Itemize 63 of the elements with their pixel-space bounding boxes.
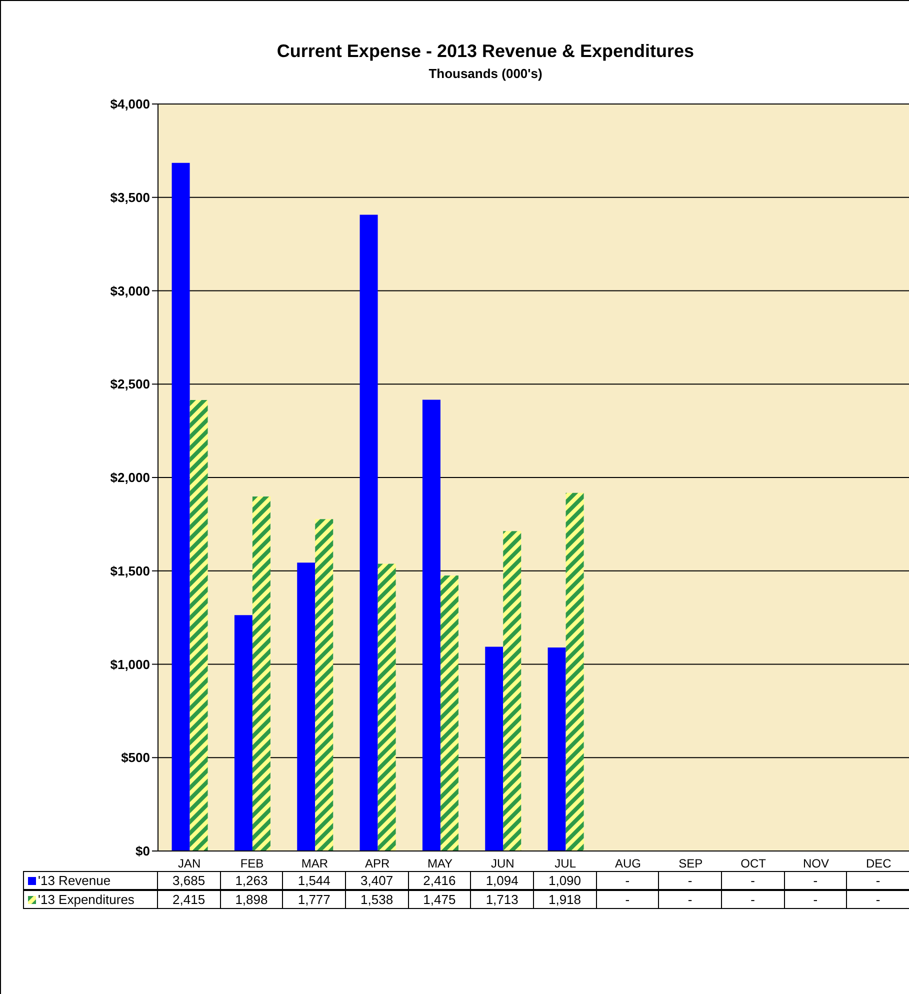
bar xyxy=(297,562,316,851)
legend-label: '13 Expenditures xyxy=(23,890,158,909)
data-label: 2,416 xyxy=(408,871,472,890)
data-label: 1,263 xyxy=(220,871,284,890)
bar xyxy=(252,496,270,851)
data-label: 2,415 xyxy=(158,890,221,909)
bar xyxy=(485,646,504,851)
x-tick-label: AUG xyxy=(614,856,642,871)
data-label: 3,407 xyxy=(346,871,409,890)
bar xyxy=(440,576,458,851)
bar xyxy=(566,492,584,851)
x-tick-label: SEP xyxy=(678,856,703,871)
chart-subtitle: Thousands (000's) xyxy=(428,66,544,81)
data-label: 1,918 xyxy=(534,890,597,909)
text: - xyxy=(876,892,880,907)
x-tick-label: FEB xyxy=(240,856,264,871)
data-label: 1,777 xyxy=(283,890,346,909)
text: - xyxy=(813,873,818,888)
text: - xyxy=(750,892,755,907)
y-tick-label: $1,500 xyxy=(110,563,150,578)
text: - xyxy=(688,873,692,888)
bar xyxy=(422,400,440,851)
bar xyxy=(315,519,334,851)
chart-title: Current Expense - 2013 Revenue & Expenditures xyxy=(276,41,696,62)
y-tick-label: $1,000 xyxy=(110,656,150,672)
y-tick-label: $3,500 xyxy=(110,190,150,205)
x-tick-label: MAR xyxy=(301,856,328,871)
bar xyxy=(360,214,378,851)
data-label: 1,090 xyxy=(534,871,597,890)
x-tick-label: JUL xyxy=(554,856,576,871)
data-label: 1,538 xyxy=(346,890,409,909)
bar xyxy=(378,564,396,851)
bar xyxy=(503,531,522,851)
text: - xyxy=(688,892,692,907)
data-label: 1,094 xyxy=(471,871,534,890)
x-tick-label: MAY xyxy=(427,856,453,871)
y-tick-label: $500 xyxy=(121,750,150,766)
x-tick-label: APR xyxy=(364,856,390,871)
text: - xyxy=(750,873,755,888)
bar xyxy=(172,162,190,851)
x-tick-label: DEC xyxy=(866,856,892,871)
data-label: 1,898 xyxy=(220,890,284,909)
text: - xyxy=(876,873,880,888)
y-tick-label: $4,000 xyxy=(110,96,150,112)
text: - xyxy=(625,873,630,888)
bar xyxy=(234,615,252,851)
x-tick-label: OCT xyxy=(740,856,767,871)
text: - xyxy=(625,892,630,907)
bar xyxy=(190,400,208,851)
text: - xyxy=(813,892,818,907)
data-label: 1,544 xyxy=(283,871,346,890)
x-tick-label: JAN xyxy=(178,856,201,871)
y-tick-label: $3,000 xyxy=(110,283,150,298)
x-tick-label: JUN xyxy=(490,856,514,871)
data-label: 3,685 xyxy=(158,871,221,890)
y-tick-label: $0 xyxy=(136,844,150,859)
bar xyxy=(548,647,566,851)
y-tick-label: $2,000 xyxy=(110,470,150,486)
legend-label: '13 Revenue xyxy=(23,871,158,890)
data-label: 1,713 xyxy=(471,890,534,909)
data-label: 1,475 xyxy=(408,890,472,909)
y-tick-label: $2,500 xyxy=(110,376,150,392)
x-tick-label: NOV xyxy=(802,856,830,871)
